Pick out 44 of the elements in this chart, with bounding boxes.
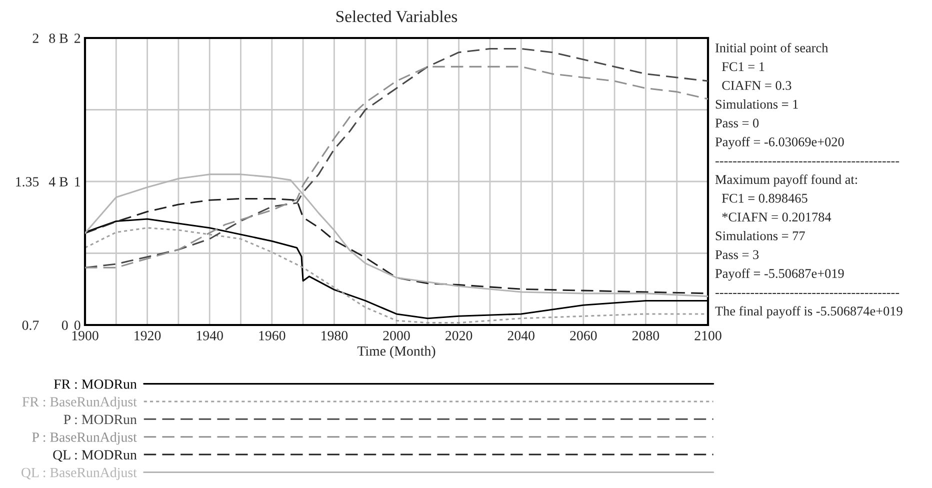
x-tick-label: 1900 <box>72 330 98 340</box>
y3-tick-label: 0 <box>74 320 80 330</box>
text: ------------------------------------------ <box>715 292 900 294</box>
text: FC1 = 0.898465 <box>722 194 808 203</box>
text: P : BaseRunAdjust <box>32 432 137 445</box>
x-tick-label: 2100 <box>694 330 722 340</box>
text: Initial point of search <box>715 42 828 56</box>
x-tick-label: 1920 <box>134 330 161 340</box>
x-tick-label: 1960 <box>259 330 286 340</box>
y2-tick-label: 4 B <box>48 177 68 186</box>
text: FR : MODRun <box>54 379 137 389</box>
text: QL : MODRun <box>53 450 137 462</box>
text: FC1 = 1 <box>722 62 764 72</box>
text: The final payoff is -5.506874e+019 <box>715 306 902 318</box>
y-tick-label: 0.7 <box>22 320 39 330</box>
text: Payoff = -6.03069e+020 <box>715 136 844 150</box>
x-tick-label: 2060 <box>570 330 597 340</box>
x-axis-title: Time (Month) <box>357 346 436 359</box>
text: FR : BaseRunAdjust <box>22 396 137 410</box>
line-series <box>85 174 708 298</box>
y3-tick-label: 1 <box>75 177 80 186</box>
text: P : MODRun <box>64 414 137 424</box>
y-tick-label: 2 <box>32 34 38 43</box>
x-tick-label: 2080 <box>632 330 660 340</box>
text: Pass = 3 <box>715 250 759 260</box>
text: Pass = 0 <box>715 118 759 128</box>
y2-tick-label: 8 B <box>49 34 68 43</box>
text: QL : BaseRunAdjust <box>22 467 137 480</box>
x-tick-label: 2040 <box>508 330 534 340</box>
chart-title: Selected Variables <box>336 10 458 22</box>
text: Simulations = 1 <box>716 99 798 109</box>
text: CIAFN = 0.3 <box>722 81 792 90</box>
x-tick-label: 1940 <box>196 330 223 340</box>
y2-tick-label: 0 <box>62 320 68 330</box>
x-tick-label: 2020 <box>446 330 472 340</box>
y3-tick-label: 2 <box>74 34 80 43</box>
text: Maximum payoff found at: <box>715 174 857 187</box>
x-tick-label: 2000 <box>383 330 410 340</box>
y-tick-label: 1.35 <box>16 177 39 187</box>
text: *CIAFN = 0.201784 <box>722 212 832 222</box>
text: ------------------------------------------ <box>715 161 900 162</box>
x-tick-label: 1980 <box>322 330 348 340</box>
text: Payoff = -5.50687e+019 <box>715 268 844 281</box>
text: Simulations = 77 <box>716 231 805 240</box>
